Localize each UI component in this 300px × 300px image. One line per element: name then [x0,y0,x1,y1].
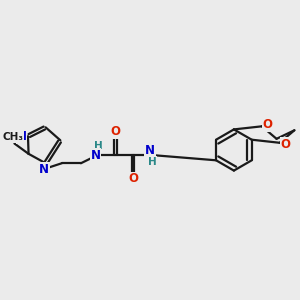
Text: O: O [110,125,120,138]
Text: CH₃: CH₃ [2,132,23,142]
Text: O: O [128,172,138,185]
Text: N: N [145,143,155,157]
Text: H: H [94,142,102,152]
Text: O: O [280,138,291,151]
Text: N: N [16,130,26,143]
Text: N: N [39,163,49,176]
Text: N: N [91,149,100,162]
Text: H: H [148,157,157,167]
Text: O: O [263,118,273,131]
